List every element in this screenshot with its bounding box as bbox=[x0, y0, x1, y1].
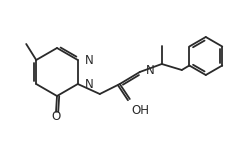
Text: N: N bbox=[85, 54, 93, 67]
Text: N: N bbox=[146, 64, 154, 76]
Text: OH: OH bbox=[132, 104, 150, 117]
Text: O: O bbox=[51, 110, 61, 124]
Text: N: N bbox=[85, 77, 93, 90]
